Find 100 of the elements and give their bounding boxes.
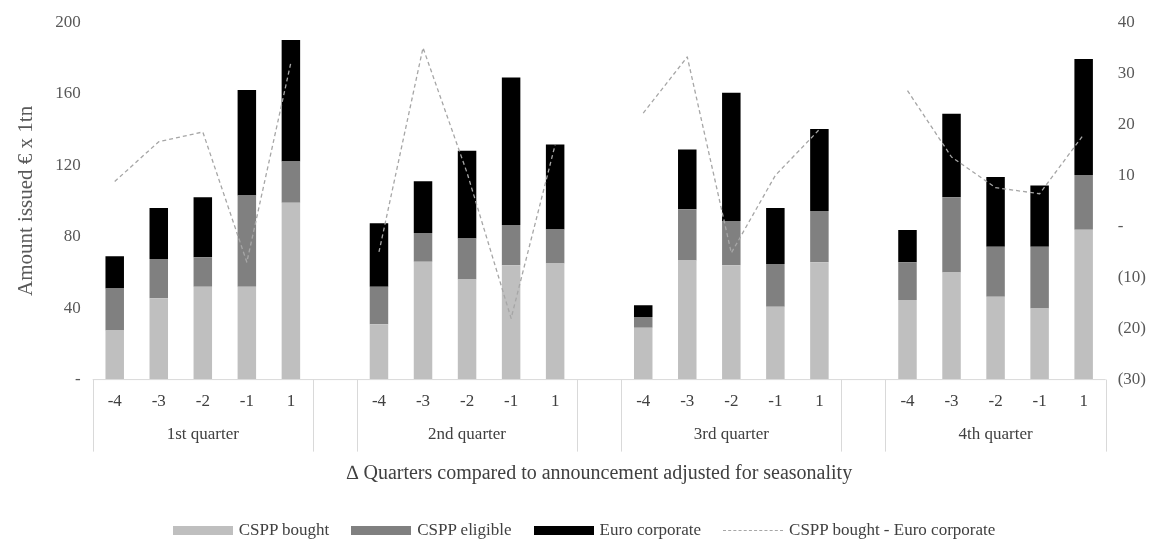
x-tick-label: -4: [636, 391, 651, 411]
bar: [986, 246, 1005, 297]
bar: [1030, 185, 1049, 247]
y2-tick-label: (30): [1117, 369, 1147, 389]
bar: [898, 299, 917, 380]
x-tick-label: -4: [371, 391, 387, 411]
y-tick-label: 40: [63, 297, 81, 317]
bar: [105, 288, 124, 331]
bar: [766, 306, 785, 380]
bar: [105, 256, 124, 289]
y2-tick-label: 20: [1117, 113, 1135, 133]
bar: [369, 324, 389, 380]
x-axis-title: ∆ Quarters compared to announcement adjusted for seasonality: [346, 461, 853, 485]
legend-label: CSPP bought: [238, 520, 330, 540]
legend-label: Euro corporate: [599, 520, 702, 540]
x-tick-label: -1: [239, 391, 254, 411]
bar: [193, 257, 213, 287]
bar: [722, 221, 741, 266]
bar: [457, 238, 477, 280]
x-tick-label: 1: [286, 391, 296, 411]
bar: [149, 298, 169, 380]
bar: [722, 92, 741, 222]
x-tick-label: -4: [107, 391, 123, 411]
x-tick-label: -3: [680, 391, 695, 411]
bar: [105, 330, 124, 380]
text: 3rd quarter: [693, 424, 770, 444]
x-tick-label: -2: [459, 391, 475, 411]
bar: [1030, 246, 1049, 309]
bar: [545, 263, 565, 380]
bar: [237, 286, 257, 380]
bar: [369, 286, 389, 325]
bar: [766, 263, 785, 307]
bar: [457, 279, 477, 380]
y2-tick-label: (10): [1117, 266, 1147, 286]
text: 4th quarter: [958, 424, 1033, 444]
x-tick-label: -1: [504, 391, 519, 411]
y-tick-label: 80: [63, 226, 81, 246]
x-tick-label: -2: [724, 391, 739, 411]
bar: [898, 262, 917, 300]
bar: [722, 265, 741, 380]
bar: [633, 305, 653, 318]
bar: [281, 202, 301, 380]
bar: [942, 197, 961, 273]
bar: [501, 225, 521, 266]
bar: [413, 261, 433, 380]
bar: [193, 197, 213, 258]
bar: [149, 258, 169, 299]
y-tick-label: 120: [55, 154, 81, 174]
bar: [1074, 59, 1093, 175]
bar: [501, 265, 521, 380]
bar: [413, 233, 433, 262]
bar: [766, 208, 785, 264]
bar: [810, 210, 829, 263]
x-tick-label: -1: [1032, 391, 1047, 411]
bar: [810, 128, 829, 211]
bar: [1030, 308, 1049, 380]
x-tick-label: -4: [900, 391, 916, 411]
x-tick-label: -1: [768, 391, 783, 411]
bar: [986, 176, 1005, 247]
bar: [898, 230, 917, 263]
bar: [1074, 229, 1093, 380]
y2-tick-label: 10: [1117, 164, 1135, 184]
text: 1st quarter: [166, 424, 240, 444]
x-tick-label: -3: [151, 391, 166, 411]
bar: [942, 113, 961, 198]
bar: [986, 296, 1005, 380]
bar: [545, 144, 565, 230]
y2-tick-label: -: [1117, 215, 1124, 235]
legend-label: CSPP eligible: [417, 520, 512, 540]
y2-tick-label: 30: [1117, 62, 1135, 82]
x-tick-label: -2: [988, 391, 1003, 411]
y-tick-label: 200: [55, 11, 81, 31]
bar: [633, 317, 653, 328]
bar: [678, 209, 697, 261]
bar: [193, 286, 213, 380]
bar: [545, 229, 565, 264]
bar: [1074, 174, 1093, 230]
bar: [237, 90, 257, 196]
bar: [810, 262, 829, 380]
x-tick-label: -2: [195, 391, 210, 411]
y2-tick-label: (20): [1117, 318, 1147, 338]
x-tick-label: -3: [415, 391, 431, 411]
bar: [237, 195, 257, 287]
bar: [678, 260, 697, 380]
bar: [942, 272, 961, 380]
y-axis-title: Amount issued € x 1tn: [13, 105, 38, 296]
x-tick-label: -3: [944, 391, 959, 411]
text: 2nd quarter: [428, 424, 507, 444]
bar: [281, 40, 301, 162]
bar: [369, 223, 389, 287]
bar: [413, 181, 433, 234]
x-tick-label: 1: [815, 391, 824, 411]
bar: [633, 327, 653, 380]
y2-tick-label: 40: [1117, 11, 1135, 31]
bar: [281, 161, 301, 203]
bar: [501, 77, 521, 226]
y-tick-label: 160: [55, 83, 81, 103]
bar: [678, 149, 697, 210]
x-tick-label: 1: [1079, 391, 1088, 411]
bar: [149, 208, 169, 259]
